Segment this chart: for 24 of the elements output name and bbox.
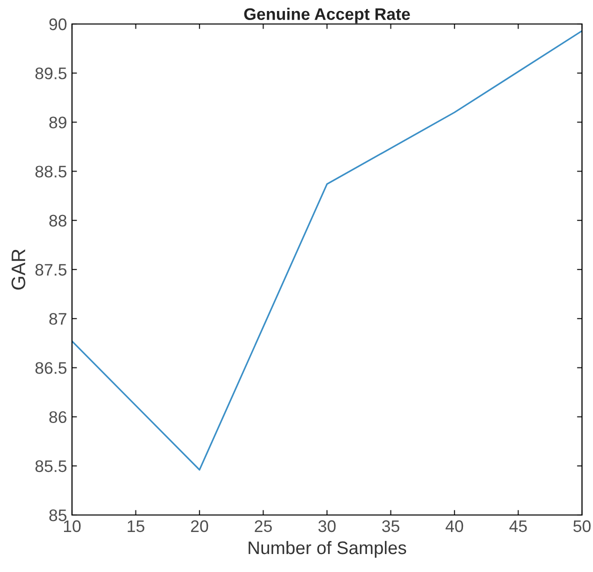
y-tick-label: 89.5 <box>35 68 66 80</box>
y-tick-label: 88.5 <box>35 166 66 178</box>
x-tick-label: 15 <box>128 520 144 532</box>
y-tick-label: 90 <box>49 18 66 30</box>
x-tick-label: 35 <box>382 520 400 532</box>
y-tick-label: 88 <box>49 214 66 227</box>
x-tick-label: 40 <box>446 520 464 532</box>
x-tick-label: 10 <box>64 520 81 532</box>
x-tick-label: 20 <box>191 520 208 532</box>
x-tick-label: 30 <box>318 520 336 532</box>
y-tick-label: 89 <box>49 116 66 128</box>
chart-title: Genuine Accept Rate <box>244 8 410 24</box>
y-tick-label: 86.5 <box>35 362 66 374</box>
y-tick-label: 87 <box>49 313 66 325</box>
y-tick-label: 85.5 <box>35 460 66 472</box>
y-tick-label: 86 <box>49 411 66 424</box>
x-tick-label: 45 <box>509 520 527 532</box>
line-series <box>72 30 582 471</box>
y-axis-title: GAR <box>12 249 26 290</box>
y-tick-label: 87.5 <box>35 264 66 276</box>
x-tick-label: 50 <box>573 520 591 532</box>
y-tick-label: 85 <box>49 509 66 522</box>
x-tick-label: 25 <box>254 520 272 532</box>
x-axis-title: Number of Samples <box>248 540 406 558</box>
